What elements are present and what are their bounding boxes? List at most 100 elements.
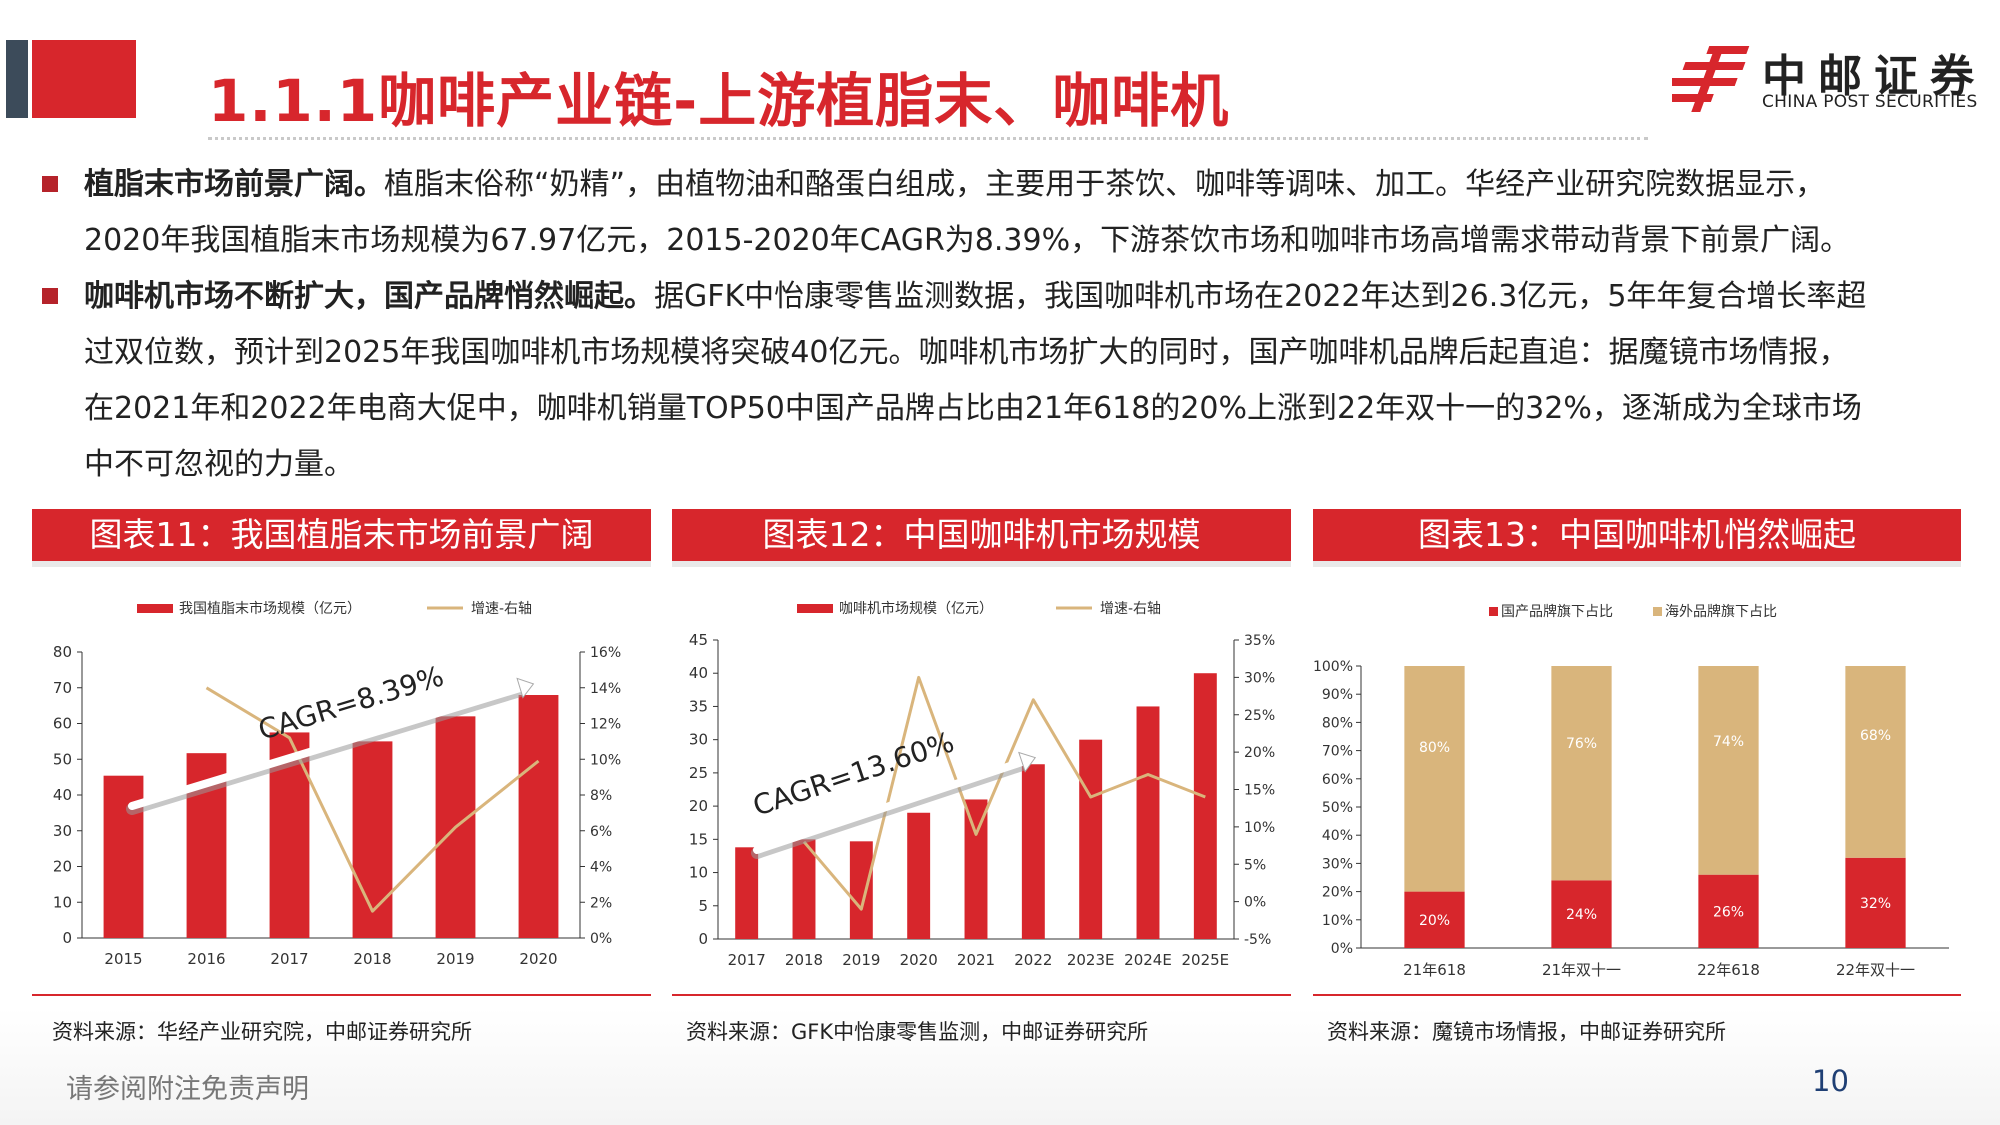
chart-12-source: 资料来源：GFK中怡康零售监测，中邮证券研究所 (686, 1020, 1149, 1044)
x-tick-label: 2016 (187, 950, 225, 968)
paragraph-2: 咖啡机市场不断扩大，国产品牌悄然崛起。据GFK中怡康零售监测数据，我国咖啡机市场… (84, 269, 1944, 493)
y2-tick-label: 10% (590, 752, 621, 768)
y-tick-label: 80% (1322, 715, 1353, 731)
bar (849, 841, 873, 939)
bar (735, 847, 759, 939)
paragraph-1-text: 植脂末俗称“奶精”，由植物油和酪蛋白组成，主要用于茶饮、咖啡等调味、加工。华经产… (384, 167, 1826, 202)
y2-tick-label: 16% (590, 645, 621, 661)
chart-12-header-shadow (672, 561, 1291, 567)
bar (1193, 673, 1217, 939)
data-label-overseas: 76% (1566, 736, 1597, 752)
paragraph-2-line-1: 咖啡机市场不断扩大，国产品牌悄然崛起。据GFK中怡康零售监测数据，我国咖啡机市场… (84, 269, 1944, 325)
y-tick-label: 25 (689, 764, 708, 782)
title-divider (208, 137, 1648, 140)
bar (1021, 764, 1045, 939)
x-tick-label: 2019 (842, 951, 880, 969)
y-tick-label: 10 (53, 893, 72, 911)
paragraph-2-line-2: 过双位数，预计到2025年我国咖啡机市场规模将突破40亿元。咖啡机市场扩大的同时… (84, 335, 1849, 370)
cagr-arrow-body (753, 758, 1026, 854)
chart-13-header: 图表13：中国咖啡机悄然崛起 (1313, 509, 1961, 561)
cagr-arrow-annotation (751, 751, 1037, 859)
y-tick-label: 10 (689, 864, 708, 882)
x-tick-label: 2024E (1124, 951, 1172, 969)
bar-overseas (1404, 666, 1465, 892)
y-tick-label: 20% (1322, 885, 1353, 901)
legend-swatch-overseas (1653, 607, 1662, 616)
y2-tick-label: 30% (1244, 670, 1275, 686)
bar (352, 741, 393, 938)
y2-tick-label: 0% (590, 931, 612, 947)
cagr-arrow-body (128, 684, 524, 810)
data-label-domestic: 20% (1419, 913, 1450, 929)
y-tick-label: 5 (698, 897, 708, 915)
chart-11-source-divider (32, 994, 651, 996)
y-tick-label: 40 (53, 786, 72, 804)
bar-overseas (1551, 666, 1612, 881)
x-tick-label: 2015 (104, 950, 142, 968)
data-label-overseas: 68% (1860, 728, 1891, 744)
y2-tick-label: 14% (590, 681, 621, 697)
y2-tick-label: 2% (590, 895, 612, 911)
y2-tick-label: 8% (590, 788, 612, 804)
cagr-label: CAGR=8.39% (254, 659, 447, 746)
y-tick-label: 70% (1322, 744, 1353, 760)
x-tick-label: 2021 (957, 951, 995, 969)
paragraph-1-line-1: 植脂末市场前景广阔。植脂末俗称“奶精”，由植物油和酪蛋白组成，主要用于茶饮、咖啡… (84, 157, 1944, 213)
data-label-domestic: 32% (1860, 896, 1891, 912)
y-tick-label: 90% (1322, 687, 1353, 703)
x-tick-label: 2022 (1014, 951, 1052, 969)
cagr-arrow-head (1018, 751, 1037, 773)
y2-tick-label: 15% (1244, 783, 1275, 799)
legend-label-line: 增速-右轴 (471, 601, 532, 617)
paragraph-2-text: 据GFK中怡康零售监测数据，我国咖啡机市场在2022年达到26.3亿元，5年年复… (654, 279, 1867, 314)
chart-11-header: 图表11：我国植脂末市场前景广阔 (32, 509, 651, 561)
bar (1079, 739, 1103, 939)
y2-tick-label: -5% (1244, 932, 1271, 948)
bar-overseas (1845, 666, 1906, 858)
chart-12-header: 图表12：中国咖啡机市场规模 (672, 509, 1291, 561)
y-tick-label: 60 (53, 715, 72, 733)
chart-13-source-divider (1313, 994, 1961, 996)
y2-tick-label: 5% (1244, 857, 1266, 873)
x-tick-label: 2018 (785, 951, 823, 969)
cagr-label: CAGR=13.60% (749, 725, 958, 822)
data-label-overseas: 74% (1713, 734, 1744, 750)
chart-13-domestic-brand-share: 国产品牌旗下占比 海外品牌旗下占比 0% 10% 20% 30% 40% 50% 60% 70% 8… (1313, 603, 1949, 979)
paragraph-1-lead: 植脂末市场前景广阔。 (84, 167, 384, 202)
growth-line (205, 686, 540, 913)
y-tick-label: 30% (1322, 856, 1353, 872)
bar-domestic (1551, 880, 1612, 948)
y-tick-label: 15 (689, 830, 708, 848)
y-tick-label: 40 (689, 664, 708, 682)
x-tick-label: 22年双十一 (1836, 961, 1915, 979)
y-tick-label: 100% (1313, 659, 1353, 675)
chart-11-plant-creamer-market: 我国植脂末市场规模（亿元） 增速-右轴 0 10 20 30 40 50 60 70 80 0% 2% 4… (53, 600, 621, 968)
bar (1136, 706, 1160, 939)
bar (103, 775, 144, 938)
y-tick-label: 80 (53, 643, 72, 661)
x-tick-label: 2020 (519, 950, 557, 968)
bullet-icon (42, 176, 58, 192)
paragraph-2-lead: 咖啡机市场不断扩大，国产品牌悄然崛起。 (84, 279, 654, 314)
y2-tick-label: 25% (1244, 708, 1275, 724)
bar-domestic (1404, 891, 1465, 948)
x-tick-label: 2023E (1067, 951, 1115, 969)
x-tick-label: 2018 (353, 950, 391, 968)
paragraph-1-line-2: 2020年我国植脂末市场规模为67.97亿元，2015-2020年CAGR为8.… (84, 223, 1851, 258)
legend-swatch-domestic (1489, 607, 1498, 616)
disclaimer-note: 请参阅附注免责声明 (66, 1074, 309, 1105)
bullet-icon (42, 288, 58, 304)
y-tick-label: 35 (689, 697, 708, 715)
data-label-overseas: 80% (1419, 740, 1450, 756)
header-accent-grey (6, 40, 28, 118)
legend-swatch-bar (137, 604, 173, 613)
x-tick-label: 21年618 (1403, 961, 1466, 979)
y-tick-label: 70 (53, 679, 72, 697)
bar-domestic (1698, 874, 1759, 948)
y2-tick-label: 12% (590, 717, 621, 733)
y2-tick-label: 10% (1244, 820, 1275, 836)
x-tick-label: 22年618 (1697, 961, 1760, 979)
x-tick-label: 2019 (436, 950, 474, 968)
y-tick-label: 0 (62, 929, 72, 947)
y-tick-label: 0% (1331, 941, 1353, 957)
